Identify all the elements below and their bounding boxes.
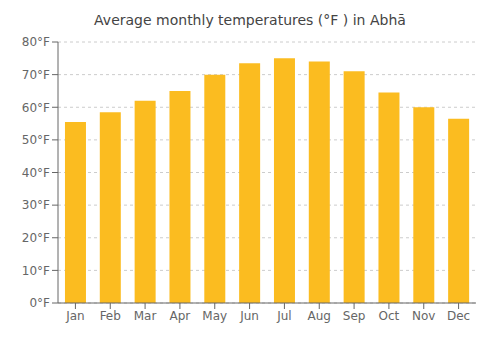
svg-text:0°F: 0°F <box>29 296 50 310</box>
svg-text:10°F: 10°F <box>22 264 50 278</box>
svg-text:Nov: Nov <box>412 309 435 323</box>
svg-text:20°F: 20°F <box>22 231 50 245</box>
svg-text:40°F: 40°F <box>22 166 50 180</box>
svg-text:Jul: Jul <box>276 309 291 323</box>
svg-text:Mar: Mar <box>134 309 157 323</box>
svg-text:50°F: 50°F <box>22 133 50 147</box>
svg-text:Oct: Oct <box>379 309 400 323</box>
svg-text:May: May <box>202 309 227 323</box>
svg-text:Jan: Jan <box>65 309 85 323</box>
svg-text:30°F: 30°F <box>22 198 50 212</box>
svg-text:Aug: Aug <box>308 309 331 323</box>
html-text:Average monthly temperatures (: Average monthly temperatures (°F ) in Ab… <box>94 12 406 28</box>
svg-text:80°F: 80°F <box>22 35 50 49</box>
svg-text:60°F: 60°F <box>22 101 50 115</box>
svg-text:Apr: Apr <box>170 309 191 323</box>
svg-text:70°F: 70°F <box>22 68 50 82</box>
svg-text:Feb: Feb <box>100 309 121 323</box>
svg-text:Jun: Jun <box>239 309 259 323</box>
svg-text:Sep: Sep <box>343 309 366 323</box>
svg-text:Dec: Dec <box>447 309 470 323</box>
